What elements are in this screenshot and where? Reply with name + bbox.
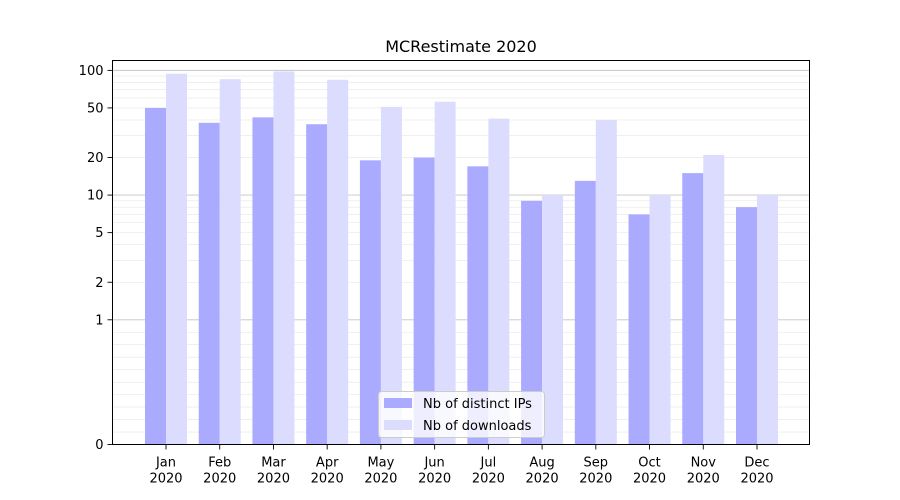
bars	[145, 71, 778, 445]
x-tick-label-year: 2020	[633, 472, 666, 487]
legend-label-ips: Nb of distinct IPs	[423, 397, 532, 412]
bar-downloads	[434, 101, 456, 445]
bar-distinct-ips	[521, 200, 543, 445]
x-tick-label-month: Sep	[584, 456, 609, 471]
bar-downloads	[166, 73, 187, 445]
x-tick-label-month: Mar	[261, 456, 286, 471]
y-tick-label: 100	[79, 64, 104, 79]
legend: Nb of distinct IPs Nb of downloads	[378, 391, 545, 438]
y-tick-label: 10	[87, 189, 104, 204]
y-tick-label: 5	[95, 226, 103, 241]
x-tick-label-year: 2020	[149, 472, 182, 487]
bar-distinct-ips	[306, 124, 328, 445]
bar-distinct-ips	[198, 122, 220, 445]
bar-downloads	[273, 71, 295, 445]
x-tick-label-year: 2020	[203, 472, 236, 487]
x-tick-label-year: 2020	[257, 472, 290, 487]
x-tick-label-month: Aug	[529, 456, 554, 471]
x-tick-label-month: Feb	[208, 456, 231, 471]
bar-distinct-ips	[467, 166, 489, 445]
x-tick-label-month: Jul	[480, 456, 497, 471]
x-tick-label-year: 2020	[687, 472, 720, 487]
bar-downloads	[595, 120, 617, 445]
y-tick-label: 50	[87, 101, 104, 116]
x-tick-label-year: 2020	[311, 472, 344, 487]
x-tick-label-year: 2020	[740, 472, 773, 487]
x-axis: Jan2020Feb2020Mar2020Apr2020May2020Jun20…	[149, 444, 774, 487]
x-tick-label-month: Jun	[423, 456, 444, 471]
x-tick-label-month: Jan	[155, 456, 176, 471]
bar-distinct-ips	[736, 207, 757, 445]
x-tick-label-year: 2020	[418, 472, 451, 487]
bar-distinct-ips	[145, 107, 166, 445]
x-tick-label-year: 2020	[364, 472, 397, 487]
legend-box	[378, 391, 545, 438]
x-tick-label-year: 2020	[472, 472, 505, 487]
bar-distinct-ips	[252, 117, 274, 445]
bar-downloads	[542, 195, 564, 445]
bar-distinct-ips	[628, 214, 650, 445]
x-tick-label-month: Oct	[638, 456, 660, 471]
y-tick-label: 0	[95, 438, 103, 453]
y-axis: 0 1 2 5 10 20 50 100	[79, 64, 113, 453]
y-tick-label: 20	[87, 151, 104, 166]
bar-downloads	[327, 79, 349, 445]
plot-frame	[112, 60, 810, 445]
bar-distinct-ips	[682, 173, 704, 445]
bar-downloads	[488, 118, 510, 445]
x-tick-label-month: Dec	[744, 456, 769, 471]
bar-distinct-ips	[413, 157, 435, 445]
legend-label-downloads: Nb of downloads	[423, 419, 532, 434]
x-tick-label-month: Apr	[316, 456, 339, 471]
bar-downloads	[380, 106, 402, 445]
bar-downloads	[649, 195, 671, 445]
y-tick-label: 2	[95, 276, 103, 291]
bar-downloads	[219, 79, 241, 445]
x-tick-label-month: Nov	[691, 456, 717, 471]
y-tick-label: 1	[95, 313, 103, 328]
bar-distinct-ips	[359, 160, 381, 445]
bar-downloads	[703, 154, 725, 445]
chart-title: MCRestimate 2020	[385, 37, 537, 56]
legend-swatch-ips	[384, 398, 412, 408]
legend-swatch-downloads	[384, 420, 412, 430]
bar-distinct-ips	[574, 180, 596, 445]
x-tick-label-year: 2020	[526, 472, 559, 487]
bar-downloads	[757, 195, 778, 445]
x-tick-label-month: May	[367, 456, 394, 471]
x-tick-label-year: 2020	[579, 472, 612, 487]
